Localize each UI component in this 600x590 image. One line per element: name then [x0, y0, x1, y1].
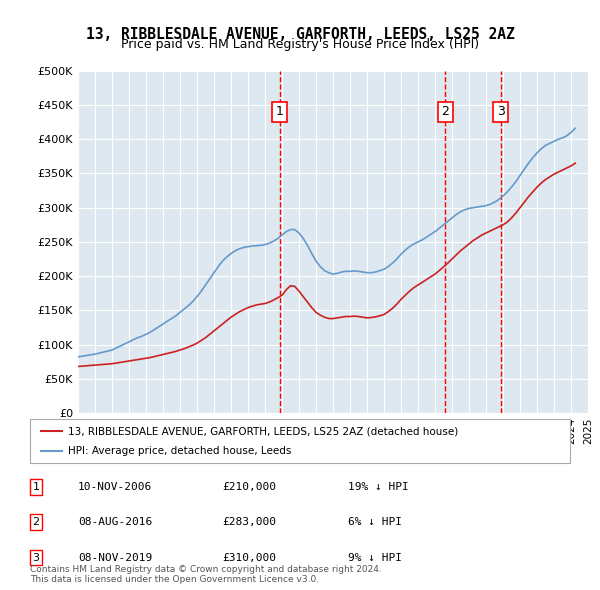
Text: Contains HM Land Registry data © Crown copyright and database right 2024.
This d: Contains HM Land Registry data © Crown c… [30, 565, 382, 584]
Text: £283,000: £283,000 [222, 517, 276, 527]
Text: 19% ↓ HPI: 19% ↓ HPI [348, 482, 409, 491]
Text: 3: 3 [497, 106, 505, 119]
Text: 6% ↓ HPI: 6% ↓ HPI [348, 517, 402, 527]
Text: 08-NOV-2019: 08-NOV-2019 [78, 553, 152, 562]
Text: 9% ↓ HPI: 9% ↓ HPI [348, 553, 402, 562]
Text: HPI: Average price, detached house, Leeds: HPI: Average price, detached house, Leed… [68, 446, 291, 455]
Text: 13, RIBBLESDALE AVENUE, GARFORTH, LEEDS, LS25 2AZ: 13, RIBBLESDALE AVENUE, GARFORTH, LEEDS,… [86, 27, 514, 41]
Text: 3: 3 [32, 553, 40, 562]
Text: 2: 2 [32, 517, 40, 527]
Text: 1: 1 [276, 106, 284, 119]
Text: 13, RIBBLESDALE AVENUE, GARFORTH, LEEDS, LS25 2AZ (detached house): 13, RIBBLESDALE AVENUE, GARFORTH, LEEDS,… [68, 427, 458, 436]
Text: Price paid vs. HM Land Registry's House Price Index (HPI): Price paid vs. HM Land Registry's House … [121, 38, 479, 51]
Text: 10-NOV-2006: 10-NOV-2006 [78, 482, 152, 491]
Text: £210,000: £210,000 [222, 482, 276, 491]
Text: 1: 1 [32, 482, 40, 491]
Text: £310,000: £310,000 [222, 553, 276, 562]
Text: 2: 2 [441, 106, 449, 119]
Text: 08-AUG-2016: 08-AUG-2016 [78, 517, 152, 527]
